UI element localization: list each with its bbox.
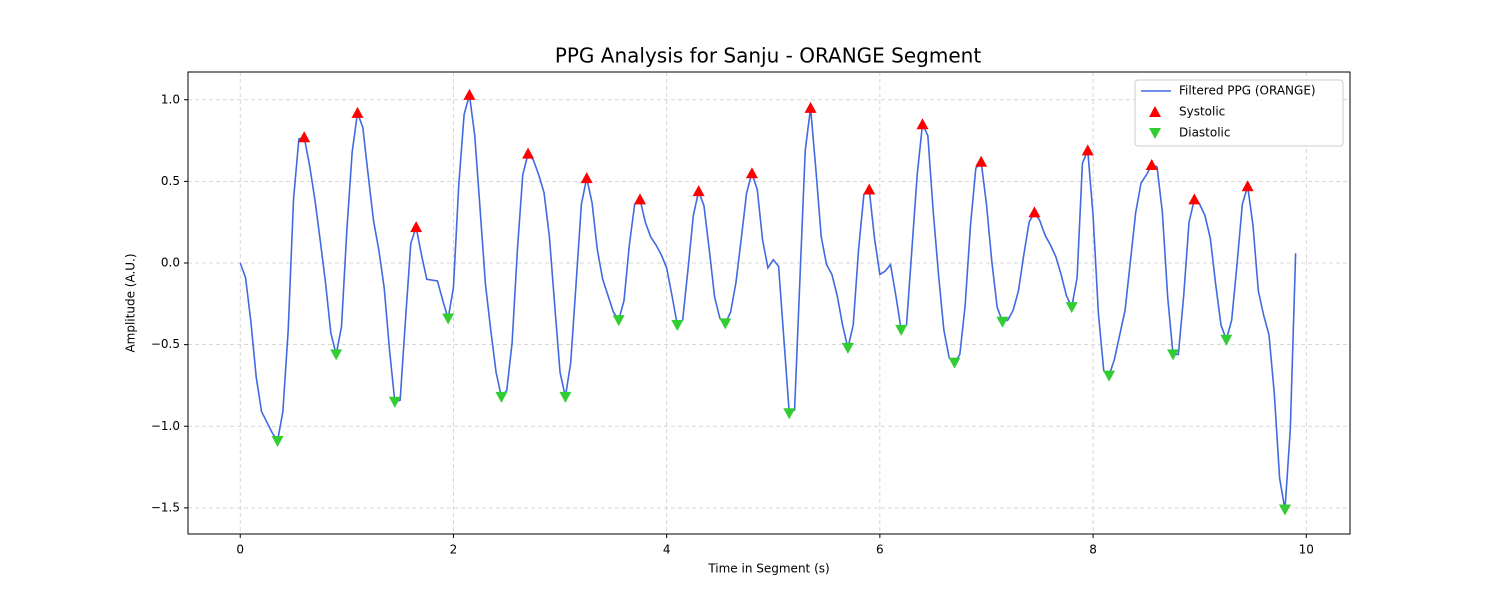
y-tick-label: −1.5: [151, 500, 180, 514]
peak-marker: [692, 185, 705, 197]
y-tick-label: −1.0: [151, 419, 180, 433]
peak-marker: [895, 324, 908, 336]
peak-marker: [634, 193, 647, 205]
peak-marker: [1065, 302, 1078, 314]
data-line: [239, 94, 1297, 510]
x-tick-label: 4: [663, 543, 671, 557]
peak-marker: [522, 147, 535, 159]
peak-marker: [1028, 206, 1041, 218]
peak-marker: [1220, 334, 1233, 346]
peak-marker: [1188, 193, 1201, 205]
y-tick-label: 1.0: [161, 92, 180, 106]
peak-marker: [841, 342, 854, 354]
plot-frame: [187, 71, 1351, 535]
peak-marker: [1167, 349, 1180, 361]
peak-marker: [804, 101, 817, 113]
peak-marker: [863, 183, 876, 195]
peak-marker: [948, 357, 961, 369]
x-tick-label: 2: [450, 543, 458, 557]
peak-marker: [975, 155, 988, 167]
peak-marker: [410, 221, 423, 233]
peak-marker: [388, 396, 401, 408]
peak-marker: [271, 435, 284, 447]
peak-marker: [916, 118, 929, 130]
y-tick-label: −0.5: [151, 337, 180, 351]
peak-marker: [351, 106, 364, 118]
x-axis-label: Time in Segment (s): [707, 562, 829, 576]
peak-marker: [612, 315, 625, 327]
x-tick-label: 6: [876, 543, 884, 557]
peak-marker: [330, 349, 343, 361]
peak-marker: [463, 88, 476, 100]
chart-title: PPG Analysis for Sanju - ORANGE Segment: [555, 44, 982, 68]
legend-swatch: [1149, 106, 1161, 117]
peak-marker: [996, 316, 1009, 328]
peak-marker: [745, 167, 758, 179]
legend-label: Diastolic: [1179, 126, 1231, 140]
peak-marker: [1241, 180, 1254, 192]
legend-label: Systolic: [1179, 105, 1225, 119]
peak-marker: [783, 408, 796, 420]
peak-marker: [442, 313, 455, 325]
y-axis-label: Amplitude (A.U.): [124, 253, 138, 352]
peak-marker: [495, 391, 508, 403]
legend-box: [1134, 79, 1344, 147]
y-tick-label: 0.5: [161, 174, 180, 188]
x-tick-label: 10: [1299, 543, 1314, 557]
legend: Filtered PPG (ORANGE) Systolic Diastolic: [1134, 79, 1344, 147]
peak-marker: [719, 318, 732, 330]
x-tick-label: 0: [236, 543, 244, 557]
peak-marker: [580, 172, 593, 184]
peak-marker: [671, 320, 684, 332]
peak-marker: [1081, 144, 1094, 156]
legend-label: Filtered PPG (ORANGE): [1179, 84, 1316, 98]
peak-marker: [1145, 159, 1158, 171]
y-tick-label: 0.0: [161, 256, 180, 270]
legend-swatch: [1149, 128, 1161, 139]
peak-marker: [1278, 504, 1291, 516]
peak-marker: [1103, 370, 1116, 382]
peak-marker: [559, 391, 572, 403]
peak-marker: [298, 131, 311, 143]
x-tick-label: 8: [1089, 543, 1097, 557]
